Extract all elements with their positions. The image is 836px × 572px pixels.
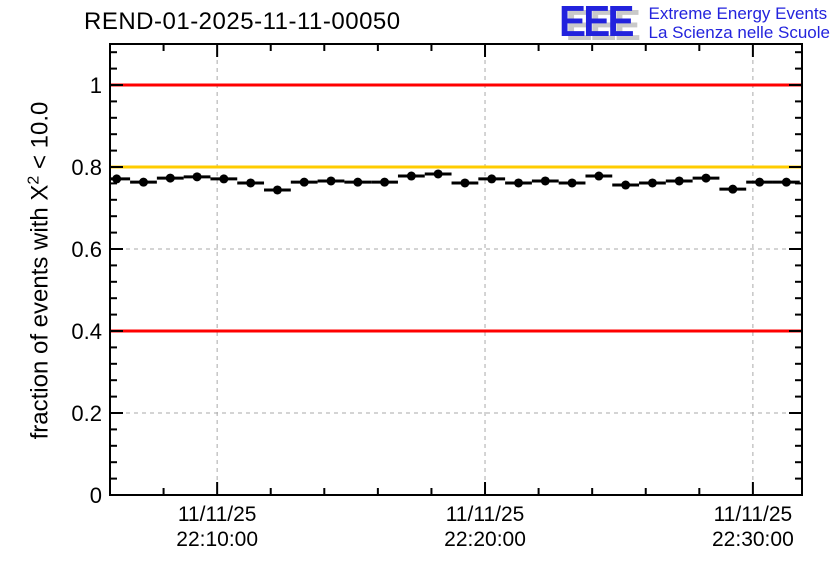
- data-point: [701, 173, 711, 183]
- data-point: [621, 180, 631, 190]
- eee-logo-line2: La Scienza nelle Scuole: [648, 23, 830, 42]
- data-point: [219, 174, 229, 184]
- data-point: [326, 176, 336, 186]
- y-tick-label: 0.8: [71, 155, 102, 180]
- data-point: [138, 177, 148, 187]
- data-point: [380, 177, 390, 187]
- x-tick-label-date: 11/11/25: [178, 503, 257, 526]
- page-title: REND-01-2025-11-11-00050: [84, 8, 401, 35]
- y-tick-label: 1: [90, 73, 102, 98]
- data-point: [112, 174, 122, 184]
- data-point: [272, 185, 282, 195]
- y-tick-label: 0.6: [71, 237, 102, 262]
- data-point: [165, 173, 175, 183]
- data-point: [755, 177, 765, 187]
- x-tick-label-date: 11/11/25: [714, 503, 793, 526]
- data-point: [433, 169, 443, 179]
- data-point: [647, 178, 657, 188]
- data-point: [781, 177, 791, 187]
- data-point: [728, 184, 738, 194]
- plot-frame: [109, 43, 803, 496]
- data-point: [353, 177, 363, 187]
- data-point: [514, 178, 524, 188]
- data-point: [540, 176, 550, 186]
- eee-logo-monogram: EEE: [559, 0, 634, 46]
- data-point: [246, 178, 256, 188]
- y-tick-label: 0.4: [71, 319, 102, 344]
- data-point: [299, 177, 309, 187]
- x-tick-label-time: 22:30:00: [712, 528, 794, 551]
- data-point: [406, 171, 416, 181]
- eee-logo: EEE Extreme Energy Events La Scienza nel…: [559, 0, 830, 46]
- data-point: [460, 178, 470, 188]
- data-point: [594, 171, 604, 181]
- data-series: [110, 169, 800, 195]
- data-point: [674, 176, 684, 186]
- x-tick-label-time: 22:20:00: [444, 528, 526, 551]
- eee-logo-line1: Extreme Energy Events: [648, 4, 828, 23]
- eee-logo-text: Extreme Energy Events La Scienza nelle S…: [649, 2, 830, 42]
- y-tick-label: 0: [90, 483, 102, 508]
- x-tick-label-date: 11/11/25: [446, 503, 525, 526]
- data-point: [567, 178, 577, 188]
- data-point: [192, 172, 202, 182]
- x-tick-label-time: 22:10:00: [176, 528, 258, 551]
- y-tick-label: 0.2: [71, 401, 102, 426]
- data-point: [487, 174, 497, 184]
